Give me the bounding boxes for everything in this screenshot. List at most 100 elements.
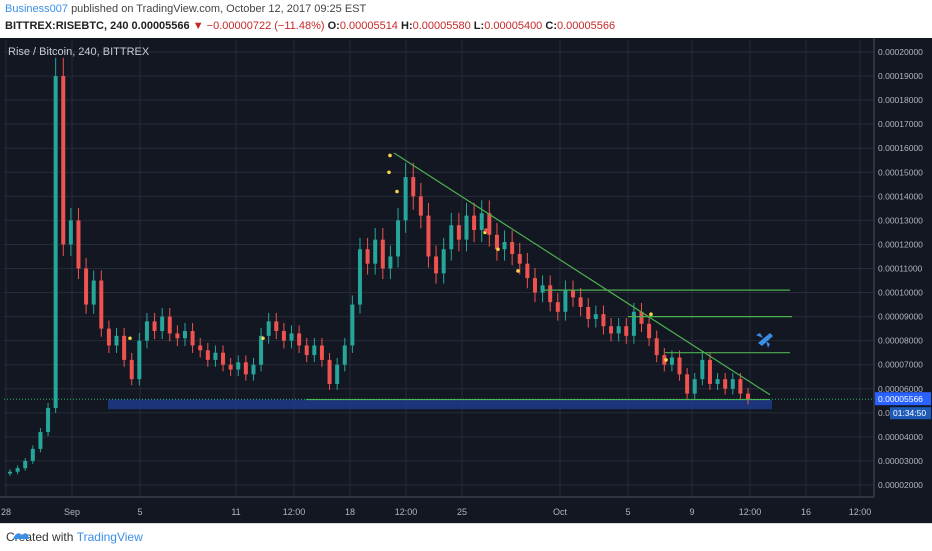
y-tick-label: 0.00020000 [878,47,923,57]
candle-body [259,335,264,365]
last-price-label: 0.00005566 [878,394,923,404]
candle-body [190,331,195,346]
open-label: O: [327,20,340,32]
candle-body [548,285,553,303]
y-tick-label: 0.00007000 [878,360,923,370]
candle-body [335,364,340,384]
last-price: 0.00005566 [131,20,190,32]
candle-body [692,379,697,394]
candle-body [205,350,210,360]
candle-body [167,316,172,334]
candle-body [122,335,127,360]
down-arrow-icon: ▼ [192,20,204,32]
x-tick-label: 16 [801,507,811,517]
trendline-descending [393,152,771,396]
candle-body [723,379,728,389]
last-price-tag [875,392,931,406]
y-tick-label: 0.00003000 [878,456,923,466]
candle-body [456,225,461,240]
candle-body [312,345,317,356]
x-tick-label: Oct [553,507,568,517]
price-axis [874,38,932,523]
publish-line: Business007 published on TradingView.com… [5,3,366,15]
y-tick-label: 0.00006000 [878,384,923,394]
candle-body [418,196,423,216]
candle-body [289,333,294,341]
candle-body [380,239,385,269]
candle-body [434,256,439,274]
y-tick-label: 0.00004000 [878,432,923,442]
x-tick-label: 5 [625,507,630,517]
x-tick-label: 5 [137,507,142,517]
candle-body [99,280,104,329]
candle-body [61,76,66,245]
signal-marker [387,170,391,175]
candle-body [449,225,454,250]
candle-body [274,321,279,332]
candle-body [319,345,324,360]
countdown-tag [890,407,931,420]
candle-body [228,364,233,370]
candle-body [616,326,621,334]
candle-body [510,242,515,255]
close-label: C: [545,20,557,32]
candle-body [221,352,226,365]
change-value: −0.00000722 (−11.48%) [206,20,325,32]
candle-body [563,290,568,312]
candle-body [525,263,530,279]
candle-body [746,393,750,400]
x-tick-label: 9 [689,507,694,517]
candle-body [685,374,690,394]
candle-body [502,242,507,250]
y-tick-label: 0.00015000 [878,167,923,177]
candle-body [441,249,446,274]
created-with-label: Created with [6,530,74,544]
candle-body [578,297,583,307]
y-tick-label: 0.00012000 [878,239,923,249]
candle-body [129,359,134,380]
y-tick-label: 0.00008000 [878,336,923,346]
candle-body [175,333,180,339]
y-tick-label: 0.00010000 [878,288,923,298]
tradingview-link[interactable]: TradingView [76,530,143,544]
x-tick-label: 18 [345,507,355,517]
y-tick-label: 0.00016000 [878,143,923,153]
candle-body [243,362,248,375]
candle-body [114,335,119,346]
footer-text: Created with TradingView [6,530,143,544]
candle-body [152,321,157,332]
candle-body [403,177,408,221]
low-label: L: [473,20,485,32]
x-tick-label: 12:00 [739,507,762,517]
candle-body [53,76,58,409]
candle-body [411,177,416,197]
candle-body [571,290,576,298]
y-tick-label: 0.00013000 [878,215,923,225]
close-value: 0.00005566 [556,20,616,32]
candle-body [609,326,614,334]
candle-body [213,352,218,360]
candle-body [236,362,241,370]
signal-marker [484,228,488,232]
y-tick-label: 0.00018000 [878,95,923,105]
signal-marker [395,189,399,194]
price-chart[interactable]: 0.00020000 0.00019000 0.00018000 0.00017000… [0,38,932,523]
candle-body [532,278,537,293]
x-tick-label: 12:00 [849,507,872,517]
candle-body [654,338,659,356]
candle-body [601,314,606,327]
candle-body [365,249,370,264]
x-tick-label: Sep [64,507,80,517]
low-value: 0.00005400 [484,20,543,32]
candle-body [304,345,309,356]
chart-area[interactable]: 0.00020000 0.00019000 0.00018000 0.00017000… [0,38,932,523]
candle-body [68,220,73,245]
candle-body [182,331,187,339]
author-link[interactable]: Business007 [5,3,68,15]
publish-info: published on TradingView.com, October 12… [71,3,367,15]
y-tick-label: 0.00009000 [878,312,923,322]
candle-body [38,432,43,449]
y-tick-label: 0.00014000 [878,191,923,201]
candle-body [707,359,712,384]
chart-header: Business007 published on TradingView.com… [0,0,932,38]
